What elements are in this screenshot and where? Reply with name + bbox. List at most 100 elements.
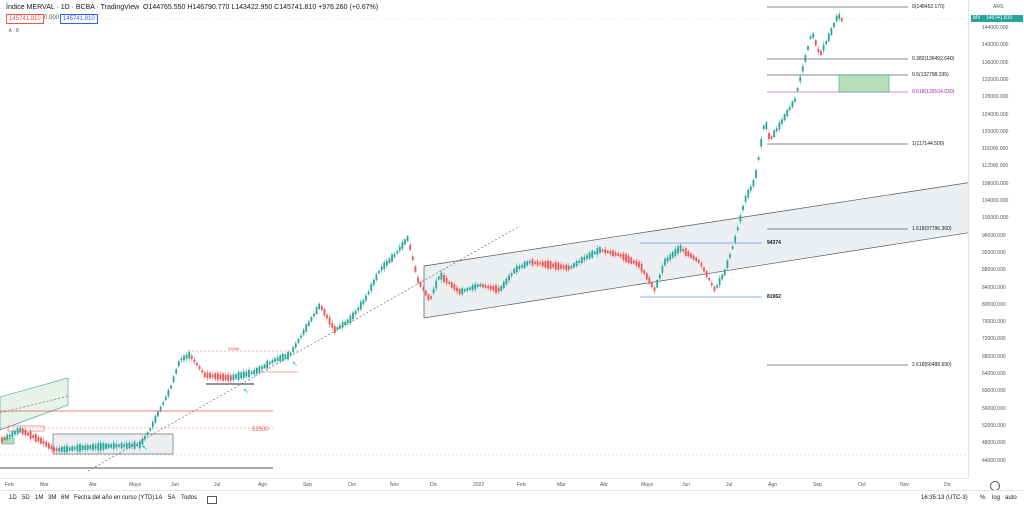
candle-body — [619, 254, 622, 257]
candle-body — [227, 374, 230, 382]
candle-body — [105, 443, 107, 449]
candle-body — [201, 370, 204, 373]
tf-5d[interactable]: 5D — [22, 495, 30, 501]
candle-body — [757, 157, 760, 160]
currency-label[interactable]: ARS — [993, 4, 1004, 10]
candle-body — [528, 261, 531, 264]
candle-body — [664, 258, 666, 266]
tf-todos[interactable]: Todos — [181, 495, 198, 501]
candle-body — [222, 373, 224, 381]
candle-body — [448, 281, 451, 284]
candle-body — [232, 374, 235, 381]
candle-body — [695, 257, 698, 262]
candle-body — [596, 248, 599, 255]
candle-body — [703, 267, 705, 272]
candle-body — [627, 255, 630, 263]
price-tick: 72000.000 — [982, 336, 1006, 343]
candle-body — [625, 254, 627, 262]
tf-1d[interactable]: 1D — [9, 495, 17, 501]
auto-toggle[interactable]: auto — [1005, 495, 1017, 501]
candle-body — [573, 263, 575, 268]
candle-body — [177, 361, 180, 367]
candle-body — [245, 371, 248, 377]
candle-body — [458, 288, 461, 295]
tf-1m[interactable]: 1M — [35, 495, 44, 501]
clock-readout[interactable]: 16:35:13 (UTC-3) — [921, 495, 968, 501]
label-94374: 94374 — [767, 240, 781, 246]
candle-body — [391, 254, 393, 262]
candle-body — [456, 287, 458, 292]
candle-body — [336, 327, 339, 330]
candle-body — [640, 263, 643, 272]
price-axis[interactable]: ARS MV 145741.810 144000.000 140000.000 13… — [968, 0, 1024, 478]
candle-body — [354, 310, 357, 315]
time-tick: Sep — [303, 482, 312, 488]
tf-ytd[interactable]: Fecha del año en curso (YTD) — [74, 495, 155, 501]
candle-body — [240, 372, 243, 379]
candle-body — [466, 288, 469, 291]
candle-body — [398, 246, 401, 251]
candle-body — [1, 437, 3, 443]
price-tick: 116000.000 — [982, 146, 1009, 153]
label-small-red: 69888 — [228, 346, 240, 351]
candle-body — [541, 261, 544, 267]
log-toggle[interactable]: log — [992, 495, 1001, 501]
candle-body — [557, 262, 560, 270]
candles-group — [1, 11, 843, 455]
candle-body — [3, 437, 6, 440]
candle-body — [450, 282, 453, 288]
candle-body — [326, 314, 328, 319]
candle-body — [591, 250, 594, 258]
tf-6m[interactable]: 6M — [61, 495, 70, 501]
tf-1a[interactable]: 1A — [155, 495, 163, 501]
percent-toggle[interactable]: % — [980, 495, 986, 501]
candle-body — [190, 355, 193, 360]
candle-body — [495, 285, 497, 293]
candle-body — [682, 249, 685, 252]
arrow-marker: ↖ — [243, 388, 249, 395]
candle-body — [424, 290, 427, 296]
candle-body — [180, 358, 183, 361]
candle-body — [716, 285, 718, 288]
candle-body — [801, 66, 804, 72]
indicators-toggle-icon[interactable]: ∧ — [8, 28, 13, 34]
candle-body — [570, 265, 573, 269]
candle-body — [601, 249, 604, 252]
candle-body — [583, 256, 586, 261]
candle-body — [214, 373, 217, 380]
candle-body — [638, 261, 640, 268]
price-chart[interactable]: ↖ ↖ ↖ — [0, 0, 968, 478]
price-tick: 60000.000 — [982, 388, 1006, 395]
candle-body — [380, 266, 383, 271]
time-axis[interactable]: Feb Mar Abr Mayo Jun Jul Ago Sep Oct Nov Dic 2022 Fe… — [0, 478, 968, 491]
time-tick: 2022 — [473, 482, 485, 488]
candle-body — [453, 284, 456, 291]
candle-body — [432, 288, 435, 294]
date-range-icon[interactable] — [207, 496, 217, 504]
candle-body — [422, 287, 425, 290]
candle-body — [492, 285, 495, 291]
time-tick: Dic — [430, 482, 438, 488]
label-52500: 52500 — [252, 427, 269, 433]
time-tick: Ago — [768, 482, 777, 488]
candle-body — [586, 255, 588, 259]
candle-body — [344, 321, 347, 326]
candle-body — [518, 266, 521, 270]
candle-body — [417, 277, 419, 283]
symbol-title[interactable]: Índice MERVAL · 1D · BCBA · TradingView — [6, 4, 140, 11]
candle-body — [710, 282, 713, 286]
candle-body — [762, 125, 765, 129]
candle-body — [341, 322, 344, 328]
candle-body — [378, 270, 380, 274]
candle-body — [229, 375, 232, 381]
candle-body — [482, 284, 484, 288]
candle-body — [404, 239, 406, 245]
candle-body — [671, 252, 674, 258]
candle-body — [840, 18, 843, 22]
tf-5a[interactable]: 5A — [168, 495, 176, 501]
candle-body — [690, 253, 692, 258]
tf-3m[interactable]: 3M — [48, 495, 57, 501]
candle-body — [749, 186, 752, 191]
candle-body — [302, 329, 305, 335]
candle-body — [138, 441, 141, 449]
